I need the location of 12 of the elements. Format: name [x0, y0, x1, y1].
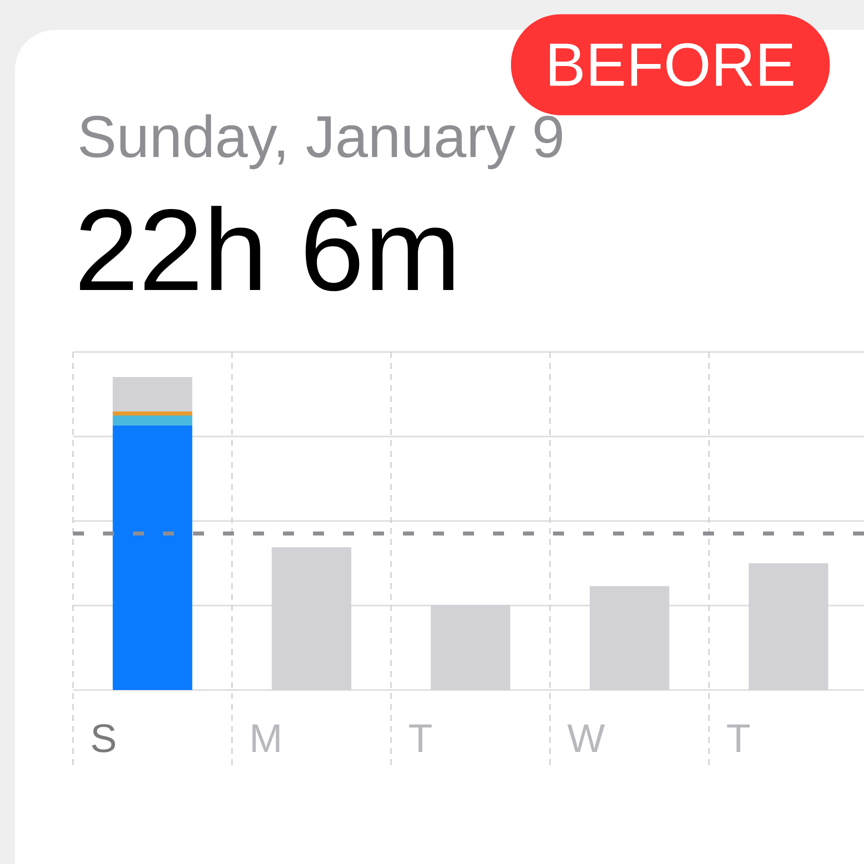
bar	[112, 411, 192, 416]
x-tick-label: S	[92, 724, 116, 752]
bar	[112, 416, 192, 426]
x-tick-label: T	[409, 724, 432, 752]
text: BEFORE	[550, 43, 794, 86]
bar	[112, 377, 192, 412]
x-tick-label: W	[567, 724, 605, 752]
bar	[112, 426, 192, 690]
x-tick-label: T	[727, 724, 750, 752]
chart-subtitle: 22h 6m	[80, 206, 454, 292]
chart-title: Sunday, January 9	[80, 114, 562, 170]
x-tick-label: M	[252, 724, 280, 752]
